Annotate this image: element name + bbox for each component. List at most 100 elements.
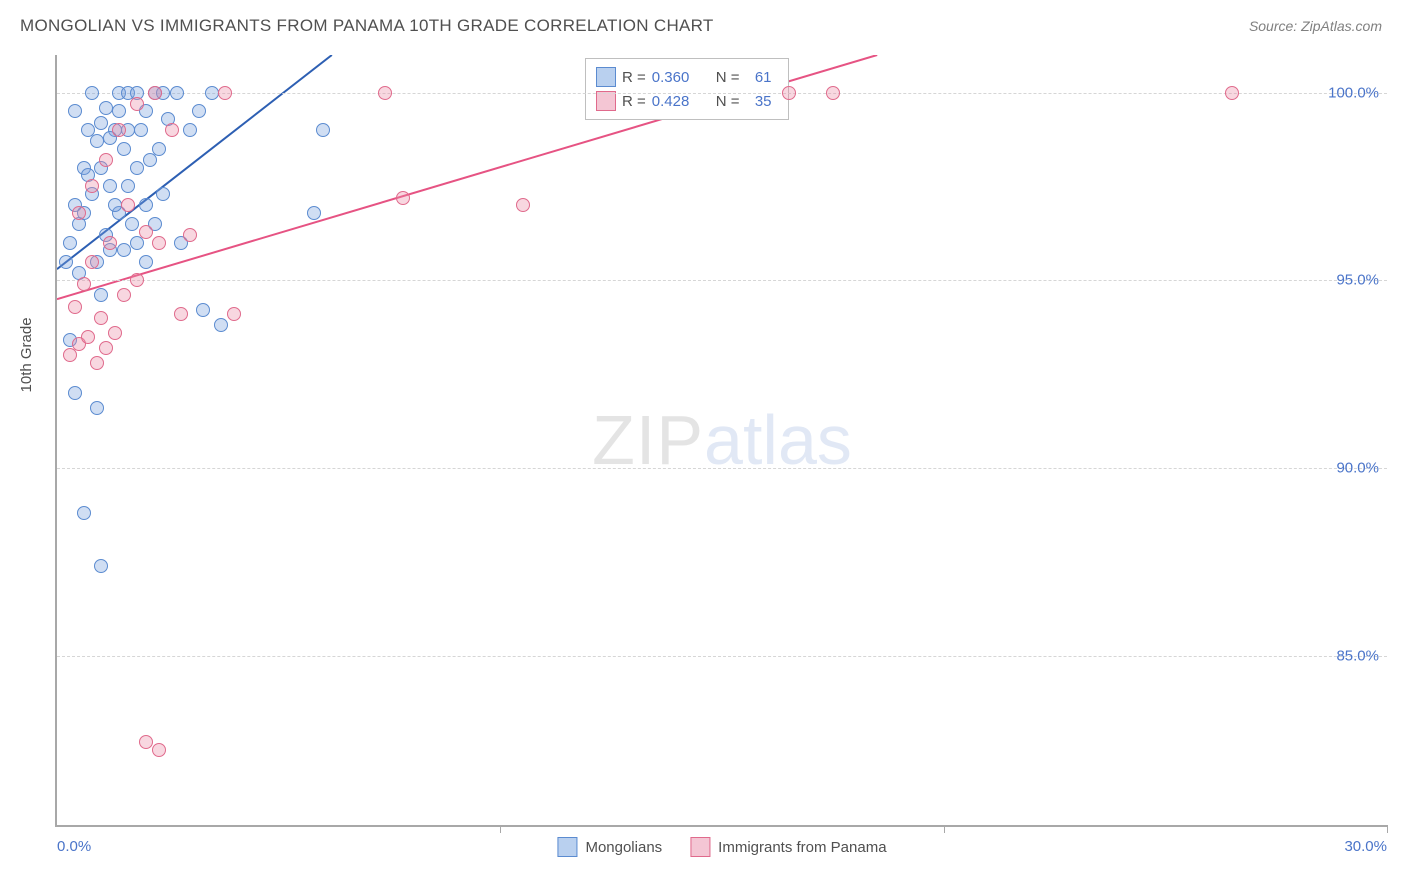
data-point: [826, 86, 840, 100]
data-point: [148, 86, 162, 100]
series-legend: Mongolians Immigrants from Panama: [557, 837, 886, 857]
x-tick-label: 0.0%: [57, 838, 91, 855]
data-point: [196, 303, 210, 317]
gridline: [57, 93, 1387, 94]
data-point: [94, 311, 108, 325]
data-point: [63, 236, 77, 250]
data-point: [192, 104, 206, 118]
data-point: [68, 300, 82, 314]
legend-row: R = 0.360 N = 61: [596, 65, 772, 89]
trend-lines: [57, 55, 1387, 825]
data-point: [139, 255, 153, 269]
data-point: [205, 86, 219, 100]
x-tick-label: 30.0%: [1344, 838, 1387, 855]
y-tick-label: 85.0%: [1336, 647, 1379, 664]
legend-r-label: R =: [622, 93, 646, 110]
data-point: [782, 86, 796, 100]
data-point: [130, 273, 144, 287]
data-point: [152, 236, 166, 250]
data-point: [316, 123, 330, 137]
data-point: [85, 86, 99, 100]
data-point: [130, 161, 144, 175]
data-point: [218, 86, 232, 100]
data-point: [77, 277, 91, 291]
legend-r-label: R =: [622, 69, 646, 86]
legend-swatch-icon: [690, 837, 710, 857]
x-tick-mark: [944, 825, 945, 833]
plot-area: ZIPatlas R =0.360N =61R =0.428N =35 Mong…: [55, 55, 1387, 827]
y-tick-label: 95.0%: [1336, 272, 1379, 289]
data-point: [174, 307, 188, 321]
data-point: [68, 386, 82, 400]
data-point: [152, 743, 166, 757]
legend-item: Mongolians: [557, 837, 662, 857]
data-point: [117, 243, 131, 257]
data-point: [143, 153, 157, 167]
y-axis-label: 10th Grade: [18, 317, 35, 392]
legend-n-value: 61: [746, 69, 772, 86]
x-tick-mark: [1387, 825, 1388, 833]
data-point: [59, 255, 73, 269]
data-point: [103, 179, 117, 193]
gridline: [57, 280, 1387, 281]
data-point: [103, 236, 117, 250]
legend-swatch-icon: [596, 91, 616, 111]
data-point: [90, 134, 104, 148]
legend-swatch-icon: [557, 837, 577, 857]
data-point: [81, 330, 95, 344]
legend-r-value: 0.360: [652, 69, 704, 86]
legend-n-value: 35: [746, 93, 772, 110]
data-point: [85, 255, 99, 269]
source-label: Source: ZipAtlas.com: [1249, 18, 1382, 34]
legend-n-label: N =: [716, 69, 740, 86]
data-point: [99, 341, 113, 355]
correlation-legend: R = 0.360 N = 61 R = 0.428 N = 35: [585, 58, 789, 120]
legend-swatch-icon: [596, 67, 616, 87]
data-point: [94, 559, 108, 573]
data-point: [139, 735, 153, 749]
data-point: [108, 326, 122, 340]
gridline: [57, 468, 1387, 469]
data-point: [170, 86, 184, 100]
data-point: [90, 401, 104, 415]
legend-n-label: N =: [716, 93, 740, 110]
legend-series-name: Mongolians: [585, 839, 662, 856]
data-point: [117, 142, 131, 156]
legend-r-value: 0.428: [652, 93, 704, 110]
data-point: [94, 116, 108, 130]
data-point: [516, 198, 530, 212]
x-tick-mark: [500, 825, 501, 833]
data-point: [117, 288, 131, 302]
data-point: [108, 198, 122, 212]
data-point: [99, 153, 113, 167]
data-point: [68, 104, 82, 118]
data-point: [1225, 86, 1239, 100]
data-point: [99, 101, 113, 115]
data-point: [94, 288, 108, 302]
data-point: [63, 348, 77, 362]
data-point: [130, 236, 144, 250]
data-point: [156, 187, 170, 201]
data-point: [227, 307, 241, 321]
data-point: [72, 206, 86, 220]
legend-series-name: Immigrants from Panama: [718, 839, 886, 856]
data-point: [77, 506, 91, 520]
data-point: [396, 191, 410, 205]
data-point: [85, 179, 99, 193]
data-point: [165, 123, 179, 137]
data-point: [139, 225, 153, 239]
data-point: [183, 123, 197, 137]
legend-item: Immigrants from Panama: [690, 837, 886, 857]
data-point: [112, 104, 126, 118]
chart-title: MONGOLIAN VS IMMIGRANTS FROM PANAMA 10TH…: [20, 16, 714, 36]
gridline: [57, 656, 1387, 657]
data-point: [125, 217, 139, 231]
y-tick-label: 90.0%: [1336, 460, 1379, 477]
data-point: [214, 318, 228, 332]
data-point: [139, 198, 153, 212]
data-point: [90, 356, 104, 370]
data-point: [121, 198, 135, 212]
data-point: [307, 206, 321, 220]
data-point: [378, 86, 392, 100]
data-point: [134, 123, 148, 137]
